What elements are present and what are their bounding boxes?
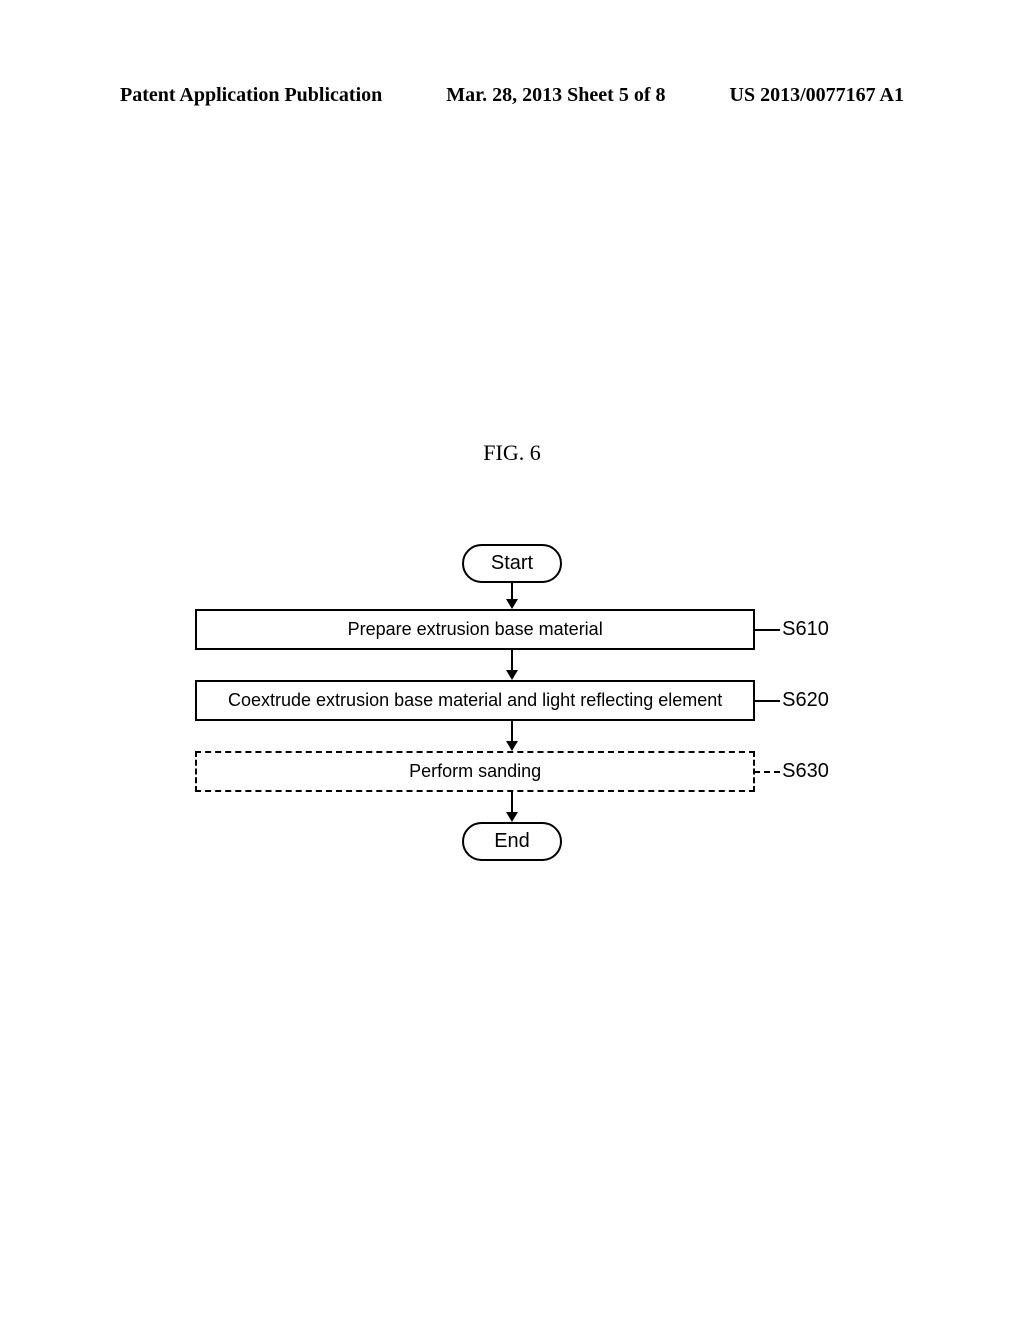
connector-line [754,629,780,631]
step-s630-box: Perform sanding [195,751,755,792]
arrow-start-s610 [192,583,832,609]
step-s610-box: Prepare extrusion base material [195,609,755,650]
step-s620-row: Coextrude extrusion base material and li… [192,680,832,721]
header-right: US 2013/0077167 A1 [730,84,904,107]
page-header: Patent Application Publication Mar. 28, … [0,84,1024,107]
step-s630-ref: S630 [782,760,829,783]
step-s610-ref: S610 [782,618,829,641]
step-s610-row: Prepare extrusion base material S610 [192,609,832,650]
connector-line [754,700,780,702]
arrow-stem [511,721,513,741]
arrow-s630-end [192,792,832,822]
arrow-stem [511,792,513,812]
arrow-s620-s630 [192,721,832,751]
step-s630-row: Perform sanding S630 [192,751,832,792]
page-content: FIG. 6 Start Prepare extrusion base mate… [0,440,1024,861]
terminal-start: Start [192,544,832,583]
arrow-stem [511,583,513,599]
arrow-head-icon [506,812,518,822]
terminal-end-box: End [462,822,562,861]
arrow-head-icon [506,741,518,751]
step-s620-box: Coextrude extrusion base material and li… [195,680,755,721]
header-center: Mar. 28, 2013 Sheet 5 of 8 [446,84,665,107]
terminal-start-box: Start [462,544,562,583]
terminal-end: End [192,822,832,861]
arrow-head-icon [506,599,518,609]
arrow-head-icon [506,670,518,680]
header-left: Patent Application Publication [120,84,382,107]
arrow-s610-s620 [192,650,832,680]
figure-label: FIG. 6 [0,440,1024,466]
connector-line-dashed [754,771,780,773]
step-s620-ref: S620 [782,689,829,712]
arrow-stem [511,650,513,670]
flowchart: Start Prepare extrusion base material S6… [192,544,832,861]
